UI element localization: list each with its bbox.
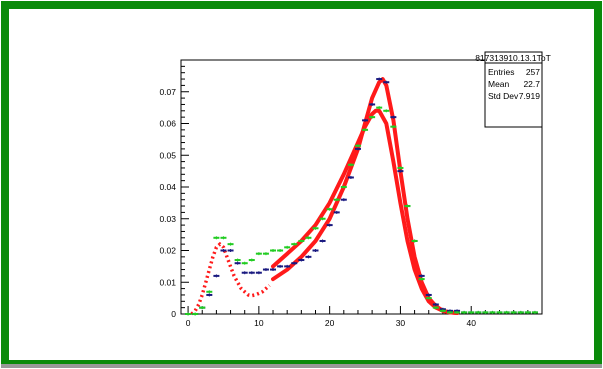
y-tick-label: 0.05 xyxy=(159,150,176,160)
stats-stddev-label: Std Dev xyxy=(488,91,519,101)
y-tick-label: 0.03 xyxy=(159,214,176,224)
frame-shadow xyxy=(1,364,602,368)
stats-box-frame xyxy=(484,51,543,128)
y-tick-label: 0 xyxy=(171,309,176,319)
stats-entries-label: Entries xyxy=(488,67,514,77)
x-tick-label: 0 xyxy=(186,318,191,328)
x-tick-label: 30 xyxy=(396,318,406,328)
fit-curve-dotted xyxy=(190,241,271,316)
y-tick-label: 0.01 xyxy=(159,277,176,287)
y-tick-label: 0.04 xyxy=(159,182,176,192)
x-tick-label: 40 xyxy=(466,318,476,328)
stats-mean-label: Mean xyxy=(488,79,510,89)
stats-mean-value: 22.7 xyxy=(523,79,540,89)
x-tick-label: 20 xyxy=(325,318,335,328)
plot-area: 0 0.01 0.02 0.03 0.04 0.05 0.06 0.07 0 10 20 30 40 xyxy=(159,59,543,328)
y-tick-label: 0.02 xyxy=(159,246,176,256)
y-tick-label: 0.06 xyxy=(159,119,176,129)
x-tick-label: 10 xyxy=(254,318,264,328)
fit-curve xyxy=(271,108,460,315)
y-tick-label: 0.07 xyxy=(159,87,176,97)
stats-box: 817313910.13.1ToT Entries 257 Mean 22.7 … xyxy=(475,51,551,128)
stats-box-title: 817313910.13.1ToT xyxy=(475,53,551,63)
stats-entries-value: 257 xyxy=(526,67,540,77)
stats-stddev-value: 7.919 xyxy=(519,91,541,101)
